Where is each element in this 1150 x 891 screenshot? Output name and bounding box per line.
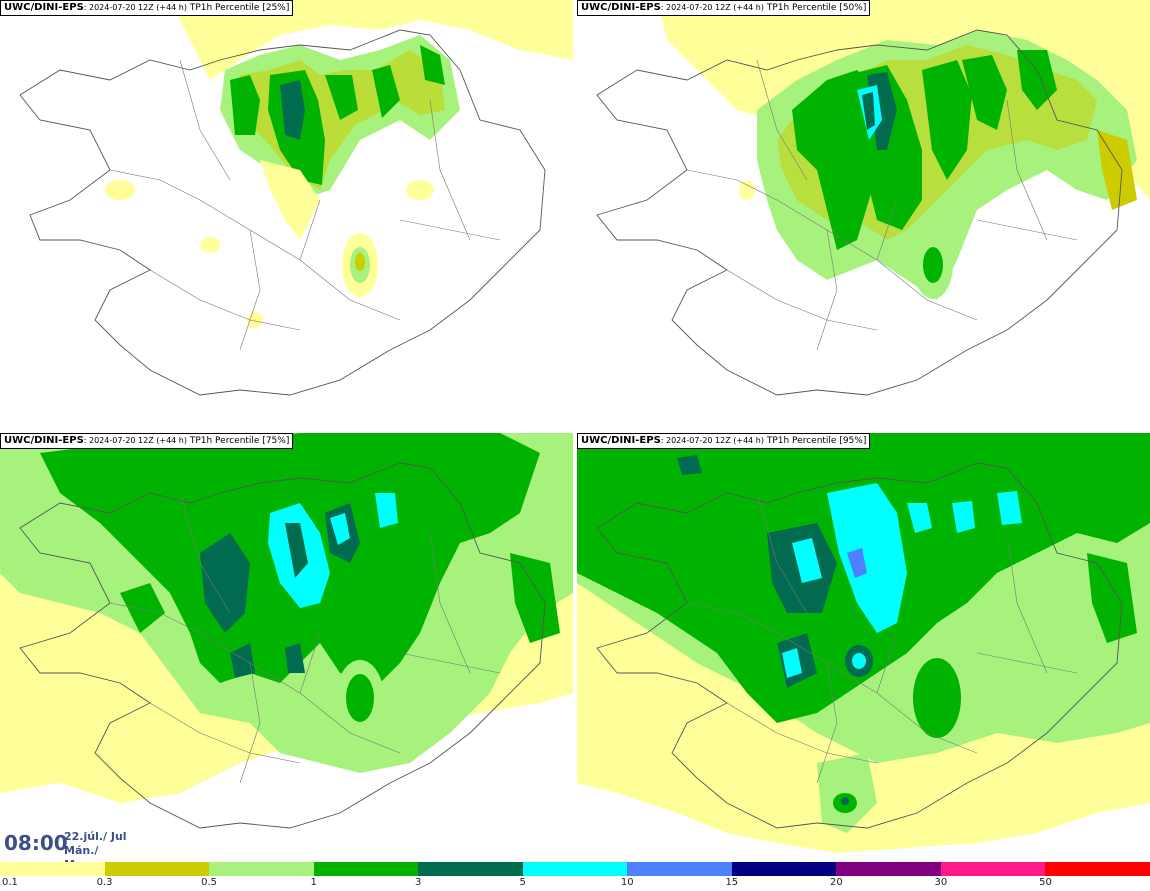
panel-title: UWC/DINI-EPS: 2024-07-20 12Z (+44 h) TP1… [577, 0, 871, 16]
map-panel-p75: UWC/DINI-EPS: 2024-07-20 12Z (+44 h) TP1… [0, 433, 573, 861]
colorbar-tick-label: 0.3 [96, 877, 113, 888]
field-name: TP1h Percentile [95%] [763, 436, 867, 446]
model-name: UWC/DINI-EPS [4, 435, 84, 446]
precip-map-p50 [596, 0, 1150, 396]
colorbar-segment [313, 862, 419, 876]
colorbar-segment [836, 862, 941, 876]
colorbar-segment [940, 862, 1046, 876]
map-panel-p50: UWC/DINI-EPS: 2024-07-20 12Z (+44 h) TP1… [577, 0, 1150, 428]
precip-map-p25 [19, 0, 573, 396]
run-info: : 2024-07-20 12Z (+44 h) [83, 436, 187, 445]
model-name: UWC/DINI-EPS [581, 435, 661, 446]
colorbar-tick-label: 10 [620, 877, 634, 888]
colorbar-segment [731, 862, 837, 876]
precip-map-p95 [577, 433, 1150, 861]
panel-title: UWC/DINI-EPS: 2024-07-20 12Z (+44 h) TP1… [0, 0, 294, 16]
field-name: TP1h Percentile [25%] [186, 3, 290, 13]
colorbar-segment [0, 862, 105, 876]
colorbar-tick-label: 50 [1039, 877, 1052, 888]
colorbar-tick-label: 0.5 [201, 877, 218, 888]
colorbar-tick-label: 15 [725, 877, 739, 888]
colorbar-tick-label: 1 [310, 877, 317, 888]
run-info: : 2024-07-20 12Z (+44 h) [83, 3, 187, 12]
colorbar-ticks: 0.1 0.3 0.5 1 3 5 10 15 20 30 50 [0, 877, 1150, 891]
colorbar-segment [418, 862, 523, 876]
colorbar-segment [209, 862, 314, 876]
colorbar-tick-label: 0.1 [2, 877, 18, 888]
model-name: UWC/DINI-EPS [581, 2, 661, 13]
model-name: UWC/DINI-EPS [4, 2, 84, 13]
colorbar-segment [522, 862, 628, 876]
map-panel-p95: UWC/DINI-EPS: 2024-07-20 12Z (+44 h) TP1… [577, 433, 1150, 861]
precip-map-p75 [0, 433, 573, 861]
valid-time-stamp: 08:00 22.júl./ Jul Mán./ Mon [0, 828, 128, 871]
colorbar-segment [627, 862, 732, 876]
colorbar-tick-label: 5 [519, 877, 526, 888]
field-name: TP1h Percentile [75%] [186, 436, 290, 446]
panel-title: UWC/DINI-EPS: 2024-07-20 12Z (+44 h) TP1… [0, 433, 294, 449]
colorbar-segment [104, 862, 210, 876]
panel-title: UWC/DINI-EPS: 2024-07-20 12Z (+44 h) TP1… [577, 433, 871, 449]
run-info: : 2024-07-20 12Z (+44 h) [660, 3, 764, 12]
colorbar-tick-label: 3 [414, 877, 422, 888]
map-panel-p25: UWC/DINI-EPS: 2024-07-20 12Z (+44 h) TP1… [0, 0, 573, 428]
colorbar [0, 862, 1150, 876]
field-name: TP1h Percentile [50%] [763, 3, 867, 13]
colorbar-segment [1045, 862, 1150, 876]
valid-date-line1: 22.júl./ Jul [64, 830, 127, 843]
colorbar-tick-label: 30 [934, 877, 948, 888]
run-info: : 2024-07-20 12Z (+44 h) [660, 436, 764, 445]
valid-time: 08:00 [4, 831, 68, 855]
colorbar-tick-label: 20 [829, 877, 843, 888]
